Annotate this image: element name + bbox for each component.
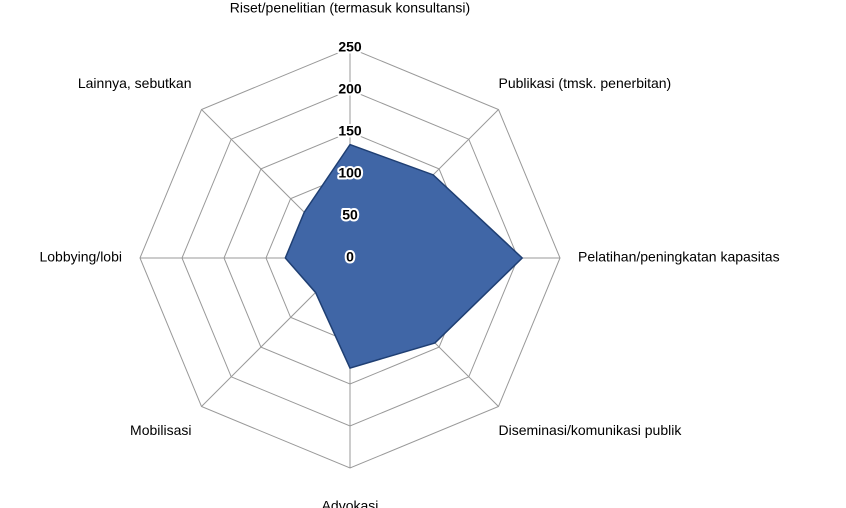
r-tick-label: 150: [338, 123, 362, 139]
category-label: Pelatihan/peningkatan kapasitas: [578, 249, 780, 265]
category-label: Mobilisasi: [130, 422, 191, 438]
category-label: Lobbying/lobi: [39, 249, 122, 265]
data-area: [284, 143, 524, 369]
r-tick-label: 200: [338, 81, 362, 97]
category-label: Lainnya, sebutkan: [78, 75, 192, 91]
category-label: Riset/penelitian (termasuk konsultansi): [230, 0, 470, 16]
r-tick-label: 0: [346, 249, 354, 265]
category-label: Publikasi (tmsk. penerbitan): [498, 75, 671, 91]
category-label: Advokasi: [322, 498, 379, 508]
category-label: Diseminasi/komunikasi publik: [498, 422, 682, 438]
r-tick-label: 250: [338, 39, 362, 55]
r-tick-label: 100: [338, 165, 362, 181]
r-tick-label: 50: [342, 207, 358, 223]
